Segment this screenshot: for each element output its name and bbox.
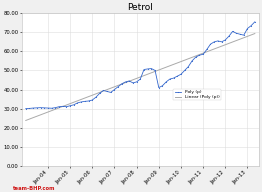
Poly (p) <box>87 100 90 102</box>
Linear (Poly (p)) <box>183 59 186 61</box>
Title: Petrol: Petrol <box>127 3 153 12</box>
Poly (p) <box>253 21 256 23</box>
Linear (Poly (p)) <box>253 32 256 35</box>
Linear (Poly (p)) <box>139 76 142 78</box>
Text: team-BHP.com: team-BHP.com <box>13 186 56 191</box>
Poly (p) <box>94 96 97 98</box>
Legend: Poly (p), Linear (Poly (p)): Poly (p), Linear (Poly (p)) <box>173 89 221 100</box>
Linear (Poly (p)) <box>94 93 97 95</box>
Linear (Poly (p)) <box>131 79 134 81</box>
Poly (p) <box>139 78 142 80</box>
Poly (p) <box>24 108 27 110</box>
Linear (Poly (p)) <box>87 95 90 98</box>
Poly (p) <box>131 82 134 84</box>
Poly (p) <box>250 25 253 27</box>
Line: Poly (p): Poly (p) <box>25 21 255 109</box>
Linear (Poly (p)) <box>250 34 253 36</box>
Line: Linear (Poly (p)): Linear (Poly (p)) <box>26 34 255 120</box>
Poly (p) <box>183 69 186 72</box>
Linear (Poly (p)) <box>24 119 27 122</box>
